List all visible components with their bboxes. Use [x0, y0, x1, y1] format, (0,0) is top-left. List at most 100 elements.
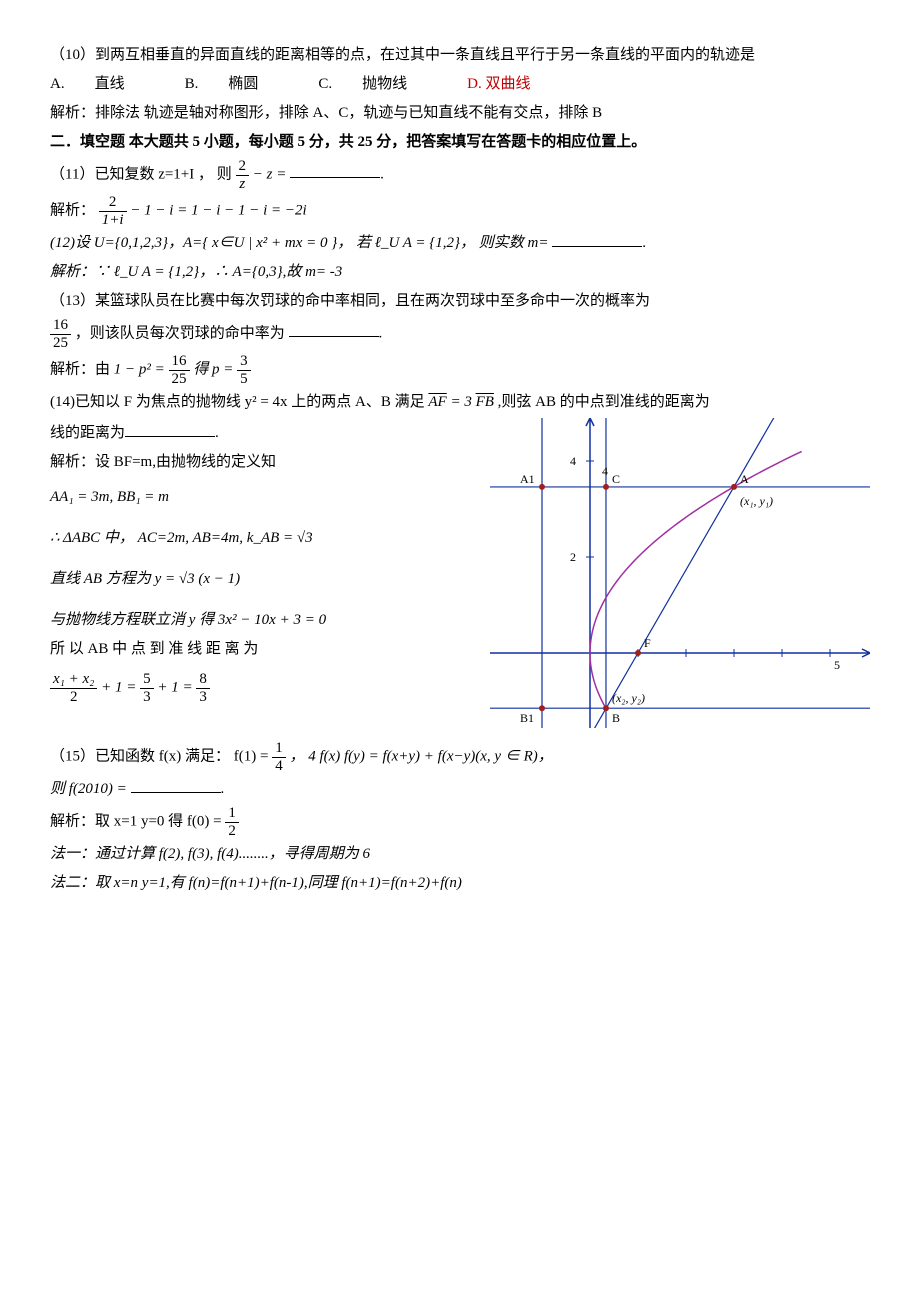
q14-rmid: + 1 = [101, 679, 140, 695]
frac-den: 4 [272, 758, 286, 775]
q11-expl: 解析： 2 1+i − 1 − i = 1 − i − 1 − i = −2i [50, 194, 870, 228]
q15-frac2: 1 2 [225, 805, 239, 839]
svg-text:(x₁, y₁): (x₁, y₁) [740, 494, 773, 508]
frac-den: 2 [225, 823, 239, 840]
frac-num: 1 [272, 740, 286, 758]
q14-work: 线的距离为. 解析：设 BF=m,由抛物线的定义知 AA₁ = 3m, BB₁ … [50, 418, 480, 707]
sqrt3: √3 [297, 530, 313, 546]
q14-line6: 所 以 AB 中 点 到 准 线 距 离 为 [50, 636, 480, 663]
q13-expl: 解析：由 1 − p² = 16 25 得 p = 3 5 [50, 353, 870, 387]
q14-stem-a: (14)已知以 F 为焦点的抛物线 y² = 4x 上的两点 A、B 满足 [50, 394, 428, 410]
q14-graph: 5-224A(x₁, y₁)B(x₂, y₂)CA1B1F4 [490, 418, 870, 738]
q15-frac1: 1 4 [272, 740, 286, 774]
q13-frac2: 16 25 [169, 353, 190, 387]
q15-stem: （15）已知函数 f(x) 满足： f(1) = 1 4 ， 4 f(x) f(… [50, 740, 870, 774]
q14-line4-b: (x − 1) [198, 571, 240, 587]
sqrt3-2: √3 [179, 571, 195, 587]
svg-text:5: 5 [834, 658, 840, 672]
svg-text:4: 4 [602, 464, 608, 478]
q14-stem: (14)已知以 F 为焦点的抛物线 y² = 4x 上的两点 A、B 满足 AF… [50, 389, 870, 416]
q15-expl-a: 解析：取 x=1 y=0 得 f(0) = [50, 813, 225, 829]
q11-stem-b: − z = [253, 166, 287, 182]
blank [131, 777, 221, 793]
q14-line3-a: ∴ ΔABC 中， AC=2m, AB=4m, k_AB = [50, 530, 297, 546]
q13-frac1: 16 25 [50, 317, 71, 351]
q14-line4-a: 直线 AB 方程为 y = [50, 571, 179, 587]
frac-den: 1+i [99, 212, 127, 229]
q15-stem-c-row: 则 f(2010) = . [50, 776, 870, 803]
q13-stem-line2: 16 25 ，则该队员每次罚球的命中率为 . [50, 317, 870, 351]
q15-expl: 解析：取 x=1 y=0 得 f(0) = 1 2 [50, 805, 870, 839]
q13-stem-a: （13）某篮球队员在比赛中每次罚球的命中率相同，且在两次罚球中至多命中一次的概率… [50, 293, 650, 309]
q11-stem-a: （11）已知复数 z=1+I ， 则 [50, 166, 232, 182]
parabola-graph: 5-224A(x₁, y₁)B(x₂, y₂)CA1B1F4 [490, 418, 870, 728]
frac-den: 2 [50, 689, 97, 706]
frac-num: 16 [169, 353, 190, 371]
q10-opt-a: A. 直线 [50, 71, 125, 98]
blank [552, 231, 642, 247]
svg-text:A1: A1 [520, 472, 535, 486]
q13-stem-b: ，则该队员每次罚球的命中率为 [75, 325, 285, 341]
q14-result: x₁ + x₂ 2 + 1 = 5 3 + 1 = 8 3 [50, 671, 480, 705]
svg-text:4: 4 [570, 454, 576, 468]
frac-den: z [236, 176, 250, 193]
svg-text:B1: B1 [520, 711, 534, 725]
frac-num: x₁ + x₂ [50, 671, 97, 689]
svg-text:2: 2 [570, 550, 576, 564]
frac-den: 3 [140, 689, 154, 706]
q14-line3: ∴ ΔABC 中， AC=2m, AB=4m, k_AB = √3 [50, 525, 480, 552]
q13-stem: （13）某篮球队员在比赛中每次罚球的命中率相同，且在两次罚球中至多命中一次的概率… [50, 288, 870, 315]
q14-rmid2: + 1 = [157, 679, 196, 695]
section2-heading: 二．填空题 本大题共 5 小题，每小题 5 分，共 25 分，把答案填写在答题卡… [50, 129, 870, 156]
q15-stem-b: ， 4 f(x) f(y) = f(x+y) + f(x−y)(x, y ∈ R… [289, 748, 552, 764]
q14-rfrac3: 8 3 [196, 671, 210, 705]
q10-options: A. 直线 B. 椭圆 C. 抛物线 D. 双曲线 [50, 71, 870, 98]
blank [289, 321, 379, 337]
frac-num: 2 [236, 158, 250, 176]
frac-num: 1 [225, 805, 239, 823]
q11-frac: 2 z [236, 158, 250, 192]
q15-stem-a: （15）已知函数 f(x) 满足： f(1) = [50, 748, 272, 764]
q10-opt-d: D. 双曲线 [467, 71, 530, 98]
svg-text:B: B [612, 711, 620, 725]
q12-expl: 解析：∵ ℓ_U A = {1,2}，∴ A={0,3},故 m= -3 [50, 259, 870, 286]
q12-stem-text: (12)设 U={0,1,2,3}，A={ x∈U | x² + mx = 0 … [50, 235, 549, 251]
q15-m1: 法一：通过计算 f(2), f(3), f(4)........，寻得周期为 6 [50, 841, 870, 868]
frac-den: 25 [50, 335, 71, 352]
svg-text:F: F [644, 636, 651, 650]
q13-frac3: 3 5 [237, 353, 251, 387]
q10-opt-c: C. 抛物线 [318, 71, 407, 98]
q14-rfrac1: x₁ + x₂ 2 [50, 671, 97, 705]
frac-num: 5 [140, 671, 154, 689]
q15-stem-c: 则 f(2010) = [50, 781, 127, 797]
q10-opt-b: B. 椭圆 [185, 71, 259, 98]
q15-m2: 法二：取 x=n y=1,有 f(n)=f(n+1)+f(n-1),同理 f(n… [50, 870, 870, 897]
frac-num: 2 [99, 194, 127, 212]
q13-expl-a: 1 − p² = [114, 361, 165, 377]
vec-af: AF [428, 394, 446, 410]
q10-stem: （10）到两互相垂直的异面直线的距离相等的点，在过其中一条直线且平行于另一条直线… [50, 42, 870, 69]
svg-text:C: C [612, 472, 620, 486]
q13-expl-b: 得 p = [193, 361, 233, 377]
svg-text:(x₂, y₂): (x₂, y₂) [612, 691, 645, 705]
frac-den: 5 [237, 371, 251, 388]
q13-expl-label: 解析：由 [50, 361, 110, 377]
svg-text:A: A [740, 472, 749, 486]
frac-den: 3 [196, 689, 210, 706]
q12-stem: (12)设 U={0,1,2,3}，A={ x∈U | x² + mx = 0 … [50, 230, 870, 257]
q11-expl-frac: 2 1+i [99, 194, 127, 228]
q14-rfrac2: 5 3 [140, 671, 154, 705]
q11-stem: （11）已知复数 z=1+I ， 则 2 z − z = . [50, 158, 870, 192]
frac-num: 16 [50, 317, 71, 335]
frac-num: 8 [196, 671, 210, 689]
q11-expl-tail: − 1 − i = 1 − i − 1 − i = −2i [130, 202, 306, 218]
vec-fb: FB [476, 394, 494, 410]
q14-line1: 解析：设 BF=m,由抛物线的定义知 [50, 449, 480, 476]
q14-line5: 与抛物线方程联立消 y 得 3x² − 10x + 3 = 0 [50, 607, 480, 634]
q11-expl-label: 解析： [50, 202, 95, 218]
q14-stem-b: ,则弦 AB 的中点到准线的距离为 [498, 394, 710, 410]
q14-line2: AA₁ = 3m, BB₁ = m [50, 484, 480, 511]
q14-stem-mid: = 3 [450, 394, 471, 410]
blank [125, 421, 215, 437]
blank [290, 162, 380, 178]
